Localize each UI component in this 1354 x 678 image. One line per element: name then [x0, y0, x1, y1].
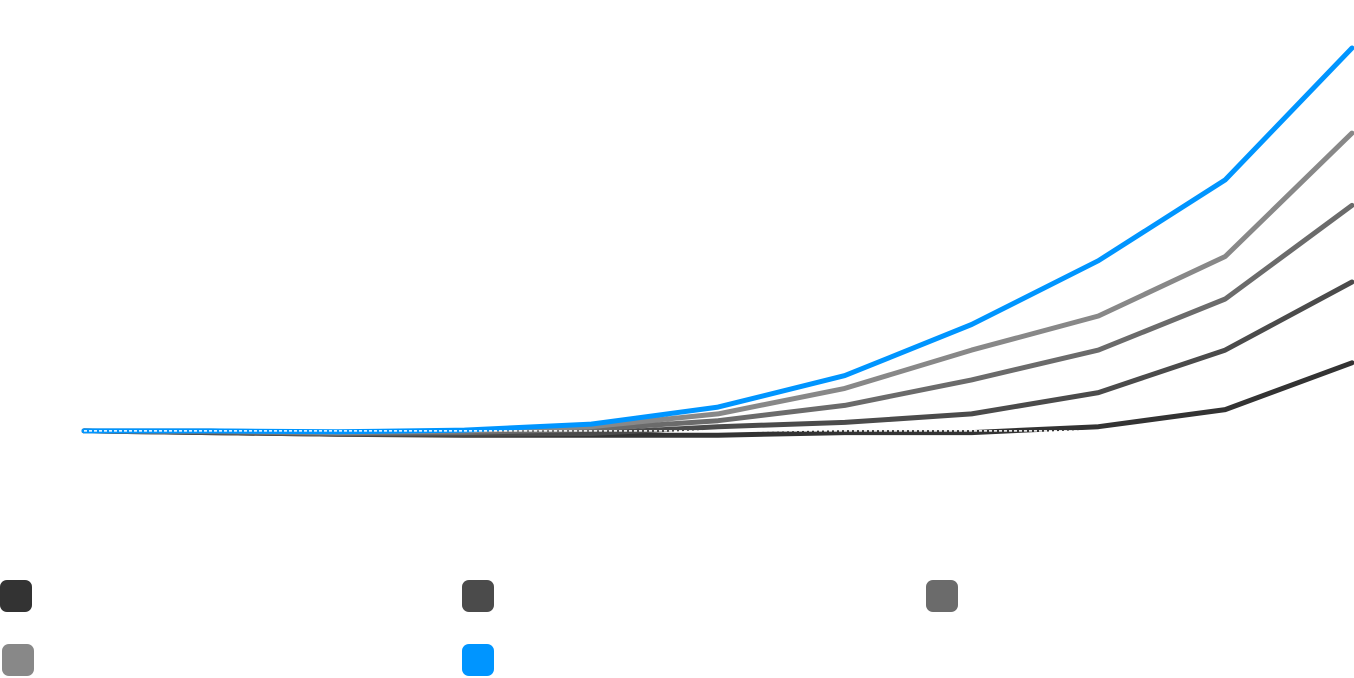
legend	[0, 580, 1354, 678]
series-line-5	[81, 45, 1354, 435]
legend-item-2[interactable]	[462, 580, 504, 612]
legend-item-1[interactable]	[0, 580, 42, 612]
legend-item-5[interactable]	[462, 644, 504, 676]
series-line-3	[81, 202, 1354, 436]
legend-swatch-5	[462, 644, 494, 676]
series-line-4	[81, 130, 1354, 436]
legend-item-4[interactable]	[2, 644, 44, 676]
legend-swatch-3	[926, 580, 958, 612]
legend-swatch-4	[2, 644, 34, 676]
series-lines	[81, 45, 1354, 438]
legend-swatch-1	[0, 580, 32, 612]
legend-swatch-2	[462, 580, 494, 612]
legend-item-3[interactable]	[926, 580, 968, 612]
line-chart	[81, 45, 1354, 438]
